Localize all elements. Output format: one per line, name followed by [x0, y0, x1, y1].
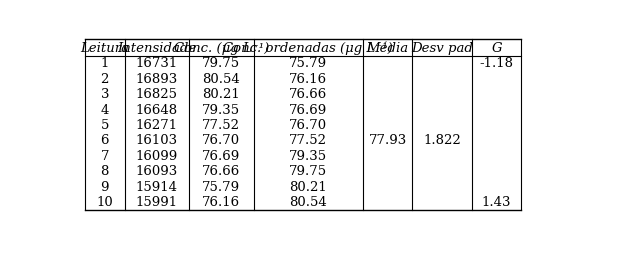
- Text: Média: Média: [367, 42, 408, 55]
- Text: 3: 3: [100, 88, 109, 101]
- Text: Conc. (μg L⁻¹): Conc. (μg L⁻¹): [173, 42, 269, 55]
- Text: 4: 4: [100, 104, 109, 116]
- Text: 10: 10: [97, 196, 113, 209]
- Text: 16648: 16648: [136, 104, 178, 116]
- Text: G: G: [492, 42, 502, 55]
- Text: 76.70: 76.70: [289, 119, 327, 132]
- Text: 80.54: 80.54: [202, 73, 240, 86]
- Text: 6: 6: [100, 134, 109, 147]
- Text: 79.35: 79.35: [289, 150, 327, 163]
- Text: 1.43: 1.43: [482, 196, 511, 209]
- Text: 75.79: 75.79: [202, 181, 241, 194]
- Text: 16099: 16099: [136, 150, 178, 163]
- Text: 76.69: 76.69: [202, 150, 241, 163]
- Text: 76.16: 76.16: [289, 73, 327, 86]
- Text: 16271: 16271: [136, 119, 178, 132]
- Text: 76.16: 76.16: [202, 196, 241, 209]
- Text: Leitura: Leitura: [80, 42, 129, 55]
- Text: 76.66: 76.66: [289, 88, 327, 101]
- Text: 16825: 16825: [136, 88, 178, 101]
- Text: Desv pad: Desv pad: [411, 42, 473, 55]
- Text: 15914: 15914: [136, 181, 178, 194]
- Text: 80.54: 80.54: [289, 196, 327, 209]
- Text: 80.21: 80.21: [289, 181, 327, 194]
- Text: 79.35: 79.35: [202, 104, 241, 116]
- Text: 77.93: 77.93: [369, 134, 406, 147]
- Text: 16103: 16103: [136, 134, 178, 147]
- Text: 8: 8: [100, 165, 109, 178]
- Text: 76.69: 76.69: [289, 104, 327, 116]
- Text: 77.52: 77.52: [289, 134, 327, 147]
- Text: 15991: 15991: [136, 196, 178, 209]
- Text: 79.75: 79.75: [289, 165, 327, 178]
- Text: 16093: 16093: [136, 165, 178, 178]
- Text: 1: 1: [100, 57, 109, 70]
- Text: Conc. ordenadas (μg L⁻¹): Conc. ordenadas (μg L⁻¹): [223, 42, 393, 55]
- Text: 80.21: 80.21: [202, 88, 240, 101]
- Text: 7: 7: [100, 150, 109, 163]
- Text: 75.79: 75.79: [289, 57, 327, 70]
- Text: 79.75: 79.75: [202, 57, 241, 70]
- Text: 16731: 16731: [136, 57, 178, 70]
- Text: 2: 2: [100, 73, 109, 86]
- Text: -1.18: -1.18: [479, 57, 514, 70]
- Text: 16893: 16893: [136, 73, 178, 86]
- Text: 77.52: 77.52: [202, 119, 241, 132]
- Text: 9: 9: [100, 181, 109, 194]
- Text: 5: 5: [100, 119, 109, 132]
- Text: 76.70: 76.70: [202, 134, 241, 147]
- Text: Intensidade: Intensidade: [117, 42, 196, 55]
- Text: 76.66: 76.66: [202, 165, 241, 178]
- Text: 1.822: 1.822: [423, 134, 461, 147]
